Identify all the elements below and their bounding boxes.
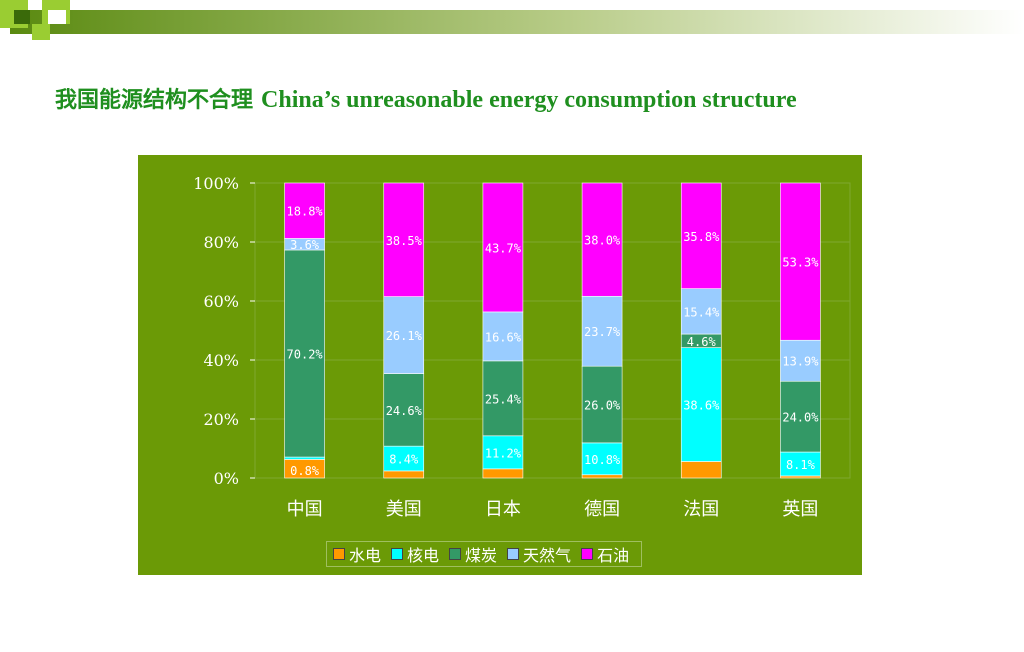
bar-segment [284,249,325,458]
x-tick-label: 日本 [485,499,521,520]
legend-swatch [333,548,345,560]
bar-segment [680,288,722,335]
legend-swatch [581,548,594,560]
bar-segment [581,182,623,297]
legend-label: 石油 [597,546,630,565]
bar-segment [680,461,722,479]
bar-segment [383,182,425,297]
data-label: 10.8% [584,453,621,467]
bar-segment [383,470,425,479]
x-tick-label: 美国 [386,499,422,520]
slide-title-zh: 我国能源结构不合理 [55,88,254,113]
y-tick-label: 100% [193,174,239,193]
stacked-bar-chart: 0% 20% 40% 60% 80% 100% 0.8% 70.2% 3.6% 18.8% 中国 8.… [193,174,851,520]
data-label: 18.8% [287,205,324,219]
slide-title: 我国能源结构不合理 China’s unreasonable energy con… [55,82,995,114]
y-tick-label: 80% [203,233,239,252]
bar-segment [780,380,821,453]
bar-segment [383,296,425,374]
data-label: 8.1% [786,458,816,472]
x-tick-label: 法国 [683,499,719,520]
bar-segment [581,295,623,367]
bar-segment [482,182,524,313]
data-label: 26.0% [584,399,621,413]
bar-segment [482,435,524,470]
bar-segment [284,182,325,239]
data-label: 24.0% [782,411,819,425]
y-tick-label: 40% [203,351,239,370]
data-label: 25.4% [485,392,522,406]
data-label: 8.4% [389,453,419,467]
data-label: 23.7% [584,325,621,339]
legend-item: 石油 [581,542,629,566]
bar-segment [383,373,425,447]
legend-label: 天然气 [523,546,572,565]
data-label: 3.6% [290,238,320,252]
bar-segment [482,468,524,479]
x-tick-label: 德国 [584,499,620,520]
data-label: 0.8% [290,464,320,478]
y-tick-label: 60% [203,292,239,311]
legend-item: 煤炭 [449,542,497,566]
data-label: 16.6% [485,330,522,344]
data-label: 38.5% [386,234,423,248]
bar-segment [383,445,425,472]
slide-title-en: China’s unreasonable energy consumption … [261,87,797,113]
y-tick-label: 0% [214,469,239,488]
legend-item: 水电 [333,542,381,566]
bar-segment [680,182,722,289]
legend-item: 核电 [391,542,439,566]
x-tick-label: 英国 [782,499,818,520]
bar-segment [581,365,623,444]
bar-segment [581,442,623,476]
bar-segment [780,182,821,341]
data-label: 43.7% [485,241,522,255]
bar-segment [680,347,722,462]
legend-item: 天然气 [507,542,571,566]
header-decoration [0,0,1024,40]
bar-segment [581,474,623,479]
data-label: 38.0% [584,234,621,248]
legend-label: 水电 [349,546,382,565]
legend-label: 核电 [407,546,440,565]
data-label: 35.8% [683,230,720,244]
data-label: 11.2% [485,446,522,460]
plot-area [254,182,851,479]
legend-swatch [507,548,520,560]
legend-label: 煤炭 [465,546,498,565]
data-label: 26.1% [386,329,423,343]
x-tick-label: 中国 [287,499,323,520]
data-label: 53.3% [782,256,819,270]
bar-segment [780,339,821,382]
bar-segment [482,360,524,437]
data-label: 24.6% [386,404,423,418]
data-label: 70.2% [287,348,324,362]
data-label: 38.6% [683,399,720,413]
chart-panel: 0% 20% 40% 60% 80% 100% 0.8% 70.2% 3.6% 18.8% 中国 8.… [138,155,862,575]
data-label: 15.4% [683,305,720,319]
bar-segment [482,311,524,362]
legend-swatch [391,548,404,560]
y-tick-label: 20% [203,410,239,429]
data-label: 13.9% [782,355,819,369]
data-label: 4.6% [687,335,717,349]
chart-legend: 水电 核电 煤炭 天然气 石油 [326,541,643,567]
bar-segment [284,456,325,460]
bar-segment [780,475,821,479]
legend-swatch [449,548,462,560]
